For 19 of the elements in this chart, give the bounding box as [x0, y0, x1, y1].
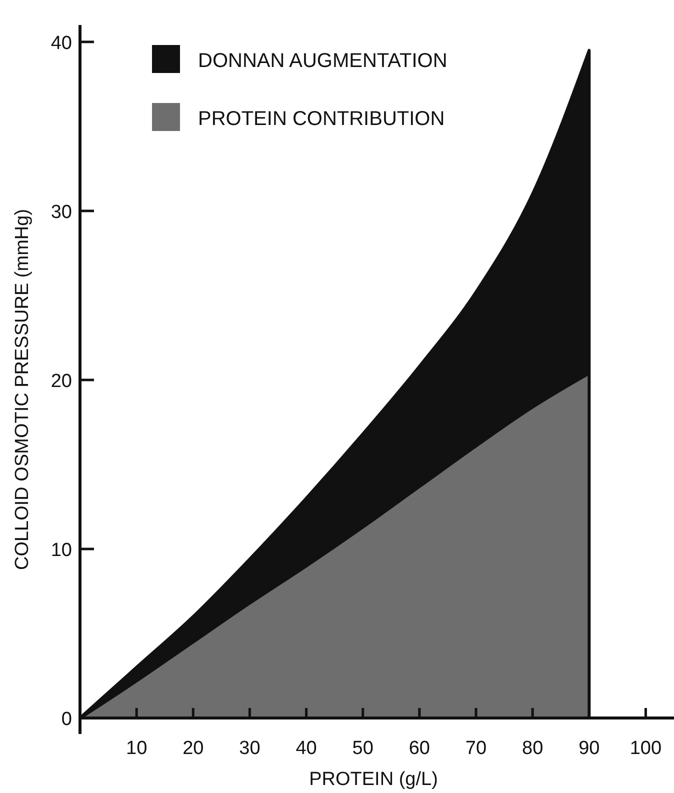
y-tick-label: 0	[61, 709, 72, 730]
x-tick-label: 10	[126, 738, 148, 759]
y-tick-label: 30	[50, 202, 72, 223]
y-tick-label: 10	[50, 540, 72, 561]
legend-label: DONNAN AUGMENTATION	[198, 50, 448, 72]
x-tick-label: 50	[352, 738, 374, 759]
y-tick-label: 40	[50, 32, 72, 54]
x-tick-label: 20	[182, 738, 204, 759]
x-axis-title: PROTEIN (g/L)	[309, 769, 438, 790]
legend-label: PROTEIN CONTRIBUTION	[198, 108, 445, 130]
x-tick-label: 90	[578, 738, 600, 759]
x-tick-label: 60	[408, 738, 430, 759]
x-tick-label: 100	[630, 738, 662, 759]
y-axis-title: COLLOID OSMOTIC PRESSURE (mmHg)	[12, 208, 33, 570]
x-tick-label: 30	[239, 738, 260, 759]
x-tick-label: 70	[465, 738, 487, 759]
x-tick-label: 80	[522, 738, 544, 759]
x-tick-label: 40	[296, 738, 317, 759]
y-tick-label: 20	[50, 370, 72, 392]
